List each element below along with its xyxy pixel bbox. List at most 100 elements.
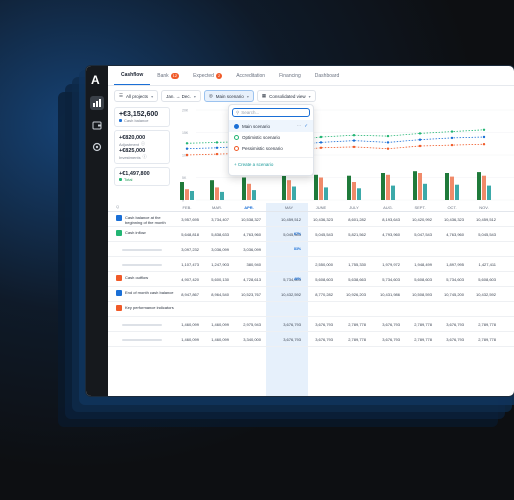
scenario-option-optimistic[interactable]: Optimistic scenario [229,132,313,143]
table-cell[interactable]: 4,763,960 [446,232,464,237]
table-row[interactable]: Cash inflow 5,648,818 5,838,633 4,763,960 5,… [108,227,514,242]
rail-settings-button[interactable] [90,140,104,154]
table-cell[interactable]: 5,648,818 [181,232,199,237]
table-row[interactable]: Key performance indicators [108,302,514,317]
table-cell[interactable]: 3,957,695 [181,217,199,222]
scenario-filter[interactable]: ◎ Main scenario ▾ [203,90,254,102]
table-cell[interactable]: 5,045,543 [315,232,333,237]
rail-wallet-button[interactable] [90,118,104,132]
table-cell[interactable]: 3,036,099 [211,247,229,252]
table-cell[interactable]: 3,340,000 [243,337,261,342]
table-cell[interactable]: 1,460,099 [211,337,229,342]
month-header[interactable]: MAY [284,205,294,210]
table-cell[interactable]: 8,947,867 [181,292,199,297]
table-cell[interactable]: 3,676,793 [315,322,333,327]
table-cell[interactable]: 10,431,986 [379,292,400,297]
table-cell[interactable]: 10,432,592 [475,292,496,297]
table-cell[interactable]: 5,821,562 [348,232,366,237]
month-header[interactable]: AUG. [383,205,393,210]
table-row[interactable]: 1,460,099 1,460,099 3,340,000 3,676,793 3,67… [108,332,514,347]
table-cell[interactable]: 5,638,663 [348,277,366,282]
table-cell[interactable]: 5,045,543 [478,232,496,237]
table-cell[interactable]: 3,676,793 [446,337,464,342]
table-cell[interactable]: 1,460,099 [181,337,199,342]
table-cell[interactable]: 1,460,099 [181,322,199,327]
table-row[interactable]: Cash outflow 4,907,420 5,600,130 4,728,613 5… [108,272,514,287]
tab-bank[interactable]: Bank 12 [150,73,186,85]
table-cell[interactable]: 2,789,778 [414,322,432,327]
table-cell[interactable]: 2,789,778 [478,337,496,342]
table-cell[interactable]: 10,508,593 [411,292,432,297]
month-header[interactable]: JUNE [315,205,327,210]
table-cell[interactable]: 10,432,592 [280,292,301,297]
tab-dashboard[interactable]: Dashboard [308,73,346,85]
table-cell[interactable]: 5,608,603 [315,277,333,282]
table-cell[interactable]: 10,436,323 [443,217,464,222]
period-filter[interactable]: Jan. → Dec. ▾ [161,90,201,102]
table-cell[interactable]: 1,979,972 [382,262,400,267]
table-cell[interactable]: 5,734,603 [382,277,400,282]
table-cell[interactable]: 2,789,778 [414,337,432,342]
rail-cashflow-button[interactable] [90,96,104,110]
table-cell[interactable]: 5,600,130 [211,277,229,282]
table-cell[interactable]: 3,676,793 [382,337,400,342]
table-cell[interactable]: 3,676,793 [446,322,464,327]
tab-financing[interactable]: Financing [272,73,308,85]
month-header[interactable]: NOV. [479,205,489,210]
create-scenario-button[interactable]: + Create a scenario [229,157,313,171]
tab-expected[interactable]: Expected 2 [186,73,229,85]
more-icon[interactable]: ⋯ [296,123,302,128]
table-cell[interactable]: 4,728,613 [243,277,261,282]
table-cell[interactable]: 10,436,323 [312,217,333,222]
table-cell[interactable]: 380,940 [246,262,261,267]
table-cell[interactable]: 3,676,793 [283,337,301,342]
table-cell[interactable]: 4,763,960 [243,232,261,237]
table-cell[interactable]: 5,608,603 [478,277,496,282]
table-cell[interactable]: 10,420,992 [411,217,432,222]
tab-cashflow[interactable]: Cashflow [114,72,151,85]
table-cell[interactable]: 2,789,778 [348,337,366,342]
table-cell[interactable]: 2,789,778 [478,322,496,327]
table-row[interactable]: 3,097,232 3,036,099 3,036,099 83% [108,242,514,257]
table-cell[interactable]: 2,975,943 [243,322,261,327]
tab-accreditation[interactable]: Accreditation [229,73,272,85]
table-cell[interactable]: 1,897,995 [446,262,464,267]
month-header[interactable]: OCT. [447,205,457,210]
table-cell[interactable]: 5,608,603 [414,277,432,282]
table-cell[interactable]: 1,247,903 [211,262,229,267]
month-header[interactable]: APR. [244,205,254,210]
table-row[interactable]: 1,107,473 1,247,903 380,940 2,550,000 1,755,… [108,257,514,272]
table-cell[interactable]: 10,538,327 [240,217,261,222]
table-cell[interactable]: 8,964,540 [211,292,229,297]
table-cell[interactable]: 10,745,200 [443,292,464,297]
table-cell[interactable]: 10,926,203 [345,292,366,297]
view-filter[interactable]: ▦ Consolidated view ▾ [256,90,316,102]
month-header[interactable]: MAR. [212,205,222,210]
month-header[interactable]: FEB. [182,205,192,210]
table-cell[interactable]: 5,045,543 [283,232,301,237]
table-cell[interactable]: 10,523,767 [240,292,261,297]
table-cell[interactable]: 4,793,960 [382,232,400,237]
table-cell[interactable]: 8,601,282 [348,217,366,222]
table-cell[interactable]: 1,427,411 [478,262,497,267]
scenario-search-input[interactable]: ⚲ Search... [232,108,310,117]
table-row[interactable]: End of month cash balance 8,947,867 8,964,… [108,287,514,302]
scenario-option-pessimistic[interactable]: Pessimistic scenario [229,143,313,154]
table-cell[interactable]: 1,948,499 [414,262,432,267]
month-header[interactable]: SEPT. [414,205,426,210]
table-cell[interactable]: 3,676,793 [283,322,301,327]
table-cell[interactable]: 8,770,282 [315,292,333,297]
table-cell[interactable]: 8,193,643 [382,217,400,222]
table-cell[interactable]: 2,789,778 [348,322,366,327]
table-cell[interactable]: 3,097,232 [181,247,199,252]
table-cell[interactable]: 1,460,099 [211,322,229,327]
table-cell[interactable]: 3,036,099 [243,247,261,252]
table-cell[interactable]: 3,676,793 [382,322,400,327]
projects-filter[interactable]: ☰ All projects ▾ [114,90,159,102]
scenario-option-main[interactable]: Main scenario ⋯ ✓ [229,120,313,132]
table-cell[interactable]: 5,047,543 [414,232,432,237]
table-cell[interactable]: 1,107,473 [181,262,199,267]
table-row[interactable]: 1,460,099 1,460,099 2,975,943 3,676,793 3,67… [108,317,514,332]
table-row[interactable]: Cash balance at the beginning of the mon… [108,212,514,227]
table-cell[interactable]: 4,907,420 [181,277,199,282]
